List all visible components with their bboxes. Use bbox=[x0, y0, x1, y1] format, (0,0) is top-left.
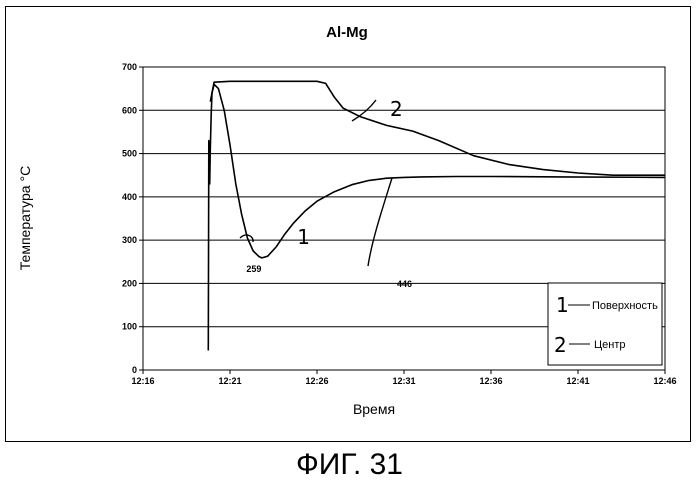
x-axis-label: Время bbox=[353, 401, 395, 417]
legend-marker-2: 2 bbox=[554, 333, 567, 357]
annotation-leaders bbox=[240, 100, 392, 266]
x-tick-label-12:41: 12:41 bbox=[566, 376, 589, 386]
legend-marker-1: 1 bbox=[556, 293, 569, 317]
x-tick-label-12:36: 12:36 bbox=[479, 376, 502, 386]
legend-label-2: Центр bbox=[594, 339, 626, 351]
y-tick-label-100: 100 bbox=[122, 322, 137, 332]
annotation-259: 259 bbox=[246, 264, 261, 274]
x-tick-label-12:26: 12:26 bbox=[305, 376, 328, 386]
figure-label: ФИГ. 31 bbox=[0, 448, 699, 482]
annotation-2: 2 bbox=[390, 97, 403, 121]
y-axis-ticks: 0 100 200 300 400 500 600 700 bbox=[122, 62, 143, 375]
legend: 1 Поверхность 2 Центр bbox=[548, 283, 662, 365]
series-line-2 bbox=[210, 81, 665, 175]
y-tick-label-400: 400 bbox=[122, 192, 137, 202]
y-tick-label-300: 300 bbox=[122, 235, 137, 245]
y-axis-label: Температура °C bbox=[17, 166, 33, 270]
annotation-1: 1 bbox=[297, 225, 310, 249]
legend-label-1: Поверхность bbox=[592, 300, 658, 312]
y-tick-label-500: 500 bbox=[122, 149, 137, 159]
line-chart: Al-Mg 0100200300400500600700 12:1612:211… bbox=[0, 0, 699, 445]
x-tick-label-12:31: 12:31 bbox=[392, 376, 415, 386]
x-axis-ticks: 12:16 12:21 12:26 12:31 12:36 12:41 12:46 bbox=[131, 370, 676, 386]
x-tick-label-12:21: 12:21 bbox=[218, 376, 241, 386]
y-tick-label-700: 700 bbox=[122, 62, 137, 72]
annotation-446: 446 bbox=[397, 279, 412, 289]
leader-446 bbox=[368, 178, 392, 266]
x-tick-label-12:46: 12:46 bbox=[653, 376, 676, 386]
y-tick-label-200: 200 bbox=[122, 278, 137, 288]
y-tick-label-600: 600 bbox=[122, 105, 137, 115]
y-tick-label-0: 0 bbox=[132, 365, 137, 375]
x-tick-label-12:16: 12:16 bbox=[131, 376, 154, 386]
chart-title: Al-Mg bbox=[326, 24, 368, 41]
